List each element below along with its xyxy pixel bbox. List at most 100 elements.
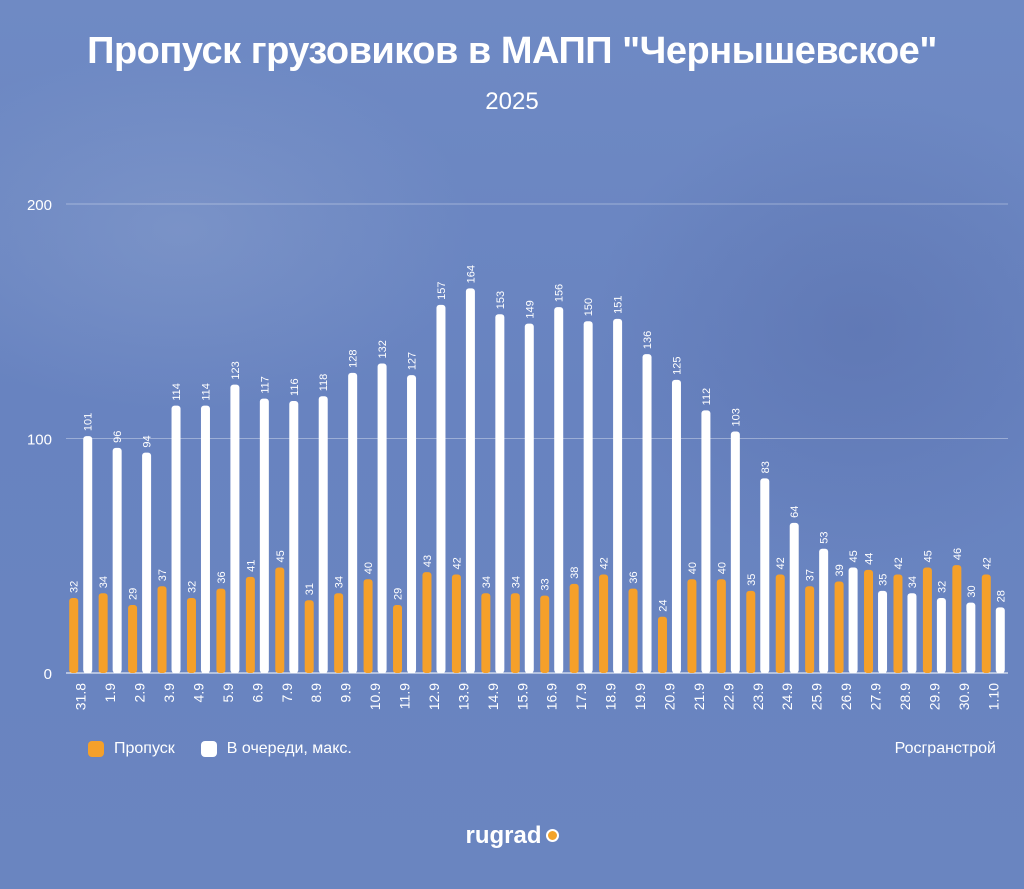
data-label-pass: 35: [746, 574, 758, 586]
bar-pass: [893, 574, 903, 673]
bar-queue: [995, 607, 1005, 673]
x-tick-label: 17.9: [573, 683, 589, 710]
data-label-pass: 36: [628, 571, 640, 583]
bar-pass: [98, 593, 108, 673]
data-label-queue: 150: [583, 298, 595, 316]
data-label-pass: 43: [422, 555, 434, 567]
x-tick-label: 28.9: [897, 683, 913, 710]
legend-swatch-queue: [200, 741, 217, 757]
bar-pass: [275, 567, 285, 673]
bar-pass: [128, 604, 138, 673]
bar-pass: [451, 574, 461, 673]
x-tick-label: 9.9: [338, 683, 354, 703]
data-label-queue: 103: [730, 408, 742, 426]
bar-queue: [407, 375, 417, 673]
chart-title: Пропуск грузовиков в МАПП "Чернышевское": [87, 30, 937, 72]
bar-pass: [687, 579, 697, 673]
bar-queue: [318, 396, 328, 673]
logo-text: rugrad: [465, 822, 542, 849]
bar-pass: [510, 593, 520, 673]
data-label-queue: 132: [377, 340, 389, 358]
data-label-pass: 32: [186, 581, 198, 593]
bar-queue: [465, 288, 475, 673]
x-tick-label: 31.8: [73, 683, 89, 710]
data-label-queue: 30: [966, 585, 978, 597]
bar-pass: [422, 572, 432, 673]
bar-queue: [878, 590, 888, 673]
bar-pass: [716, 579, 726, 673]
data-label-pass: 42: [599, 557, 611, 569]
data-label-queue: 101: [83, 413, 95, 431]
bar-queue: [848, 567, 858, 673]
x-tick-label: 2.9: [132, 683, 148, 703]
data-label-queue: 116: [289, 378, 301, 396]
data-label-queue: 164: [465, 265, 477, 283]
bar-queue: [377, 363, 387, 673]
x-tick-label: 25.9: [809, 683, 825, 710]
bar-pass: [775, 574, 785, 673]
rugrad-logo: rugrad: [0, 822, 1024, 850]
bar-pass: [393, 604, 403, 673]
data-label-queue: 94: [142, 435, 154, 447]
bar-queue: [613, 318, 623, 673]
data-label-pass: 45: [275, 550, 287, 562]
data-label-queue: 136: [642, 331, 654, 349]
bar-pass: [922, 567, 932, 673]
data-label-queue: 128: [348, 349, 360, 367]
chart-subtitle: 2025: [485, 88, 539, 115]
bar-queue: [671, 379, 681, 673]
data-label-queue: 153: [495, 291, 507, 309]
bar-pass: [334, 593, 344, 673]
x-tick-label: 29.9: [926, 683, 942, 710]
bar-queue: [907, 593, 917, 673]
bar-queue: [112, 447, 122, 673]
x-tick-label: 1.9: [102, 683, 118, 703]
bar-queue: [200, 405, 210, 673]
data-label-pass: 34: [334, 576, 346, 588]
data-label-queue: 149: [524, 300, 536, 318]
data-label-queue: 112: [701, 388, 713, 406]
data-label-pass: 42: [893, 557, 905, 569]
x-tick-label: 27.9: [868, 683, 884, 710]
data-label-queue: 83: [760, 461, 772, 473]
bar-queue: [171, 405, 181, 673]
data-label-pass: 37: [805, 569, 817, 581]
bar-queue: [730, 431, 740, 673]
bar-pass: [245, 576, 255, 673]
data-label-pass: 37: [157, 569, 169, 581]
data-label-pass: 45: [922, 550, 934, 562]
bar-queue: [701, 410, 711, 673]
x-tick-label: 7.9: [279, 683, 295, 703]
data-label-queue: 123: [230, 361, 242, 379]
x-tick-label: 30.9: [956, 683, 972, 710]
x-tick-label: 6.9: [249, 683, 265, 703]
data-label-pass: 32: [69, 581, 81, 593]
data-label-pass: 42: [451, 557, 463, 569]
bar-queue: [230, 384, 240, 673]
data-label-pass: 40: [363, 562, 375, 574]
x-tick-label: 13.9: [455, 683, 471, 710]
bar-pass: [981, 574, 991, 673]
bar-pass: [864, 569, 874, 673]
data-label-pass: 36: [216, 571, 228, 583]
data-label-pass: 40: [687, 562, 699, 574]
x-tick-label: 4.9: [190, 683, 206, 703]
data-label-pass: 29: [128, 588, 140, 600]
data-label-pass: 41: [245, 560, 257, 572]
data-label-pass: 40: [716, 562, 728, 574]
bar-pass: [157, 586, 167, 673]
x-tick-label: 10.9: [367, 683, 383, 710]
x-tick-label: 18.9: [603, 683, 619, 710]
bar-queue: [642, 354, 652, 673]
data-label-queue: 45: [848, 550, 860, 562]
data-label-queue: 118: [318, 374, 330, 392]
bar-queue: [436, 304, 446, 673]
data-label-queue: 96: [112, 431, 124, 443]
data-label-pass: 34: [481, 576, 493, 588]
bar-queue: [789, 522, 799, 673]
bar-queue: [554, 307, 564, 673]
data-label-pass: 29: [393, 588, 405, 600]
data-label-pass: 34: [510, 576, 522, 588]
bar-queue: [142, 452, 152, 673]
